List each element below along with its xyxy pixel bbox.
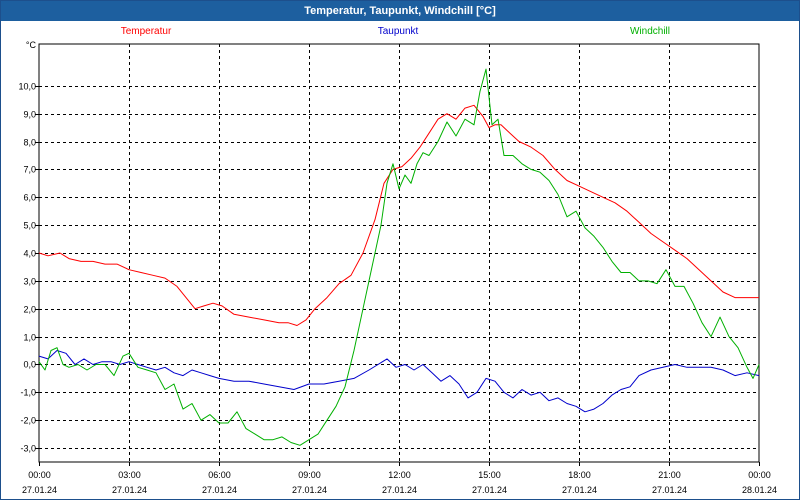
x-tick-date-label: 27.01.24 xyxy=(292,485,327,495)
x-tick-time-label: 15:00 xyxy=(478,470,501,480)
y-axis-unit-label: °C xyxy=(26,40,37,50)
x-tick-date-label: 27.01.24 xyxy=(382,485,417,495)
series-line-dewpoint xyxy=(38,350,760,413)
x-tick-time-label: 00:00 xyxy=(28,470,51,480)
y-tick-label: 7,0 xyxy=(23,165,36,175)
y-tick-label: -3,0 xyxy=(20,444,36,454)
x-tick-time-label: 03:00 xyxy=(118,470,141,480)
x-tick-time-label: 12:00 xyxy=(388,470,411,480)
legend-layer: Temperatur Taupunkt Windchill xyxy=(121,26,670,37)
legend-label-windchill: Windchill xyxy=(630,26,670,37)
x-tick-date-label: 28.01.24 xyxy=(742,485,777,495)
y-tick-label: 6,0 xyxy=(23,193,36,203)
x-tick-date-label: 27.01.24 xyxy=(112,485,147,495)
y-tick-label: 5,0 xyxy=(23,221,36,231)
x-tick-date-label: 27.01.24 xyxy=(472,485,507,495)
y-tick-label: 4,0 xyxy=(23,249,36,259)
series-line-temperature xyxy=(38,104,759,326)
legend-label-temperature: Temperatur xyxy=(121,26,172,37)
x-tick-date-label: 27.01.24 xyxy=(652,485,687,495)
y-tick-label: 1,0 xyxy=(23,333,36,343)
x-tick-time-label: 06:00 xyxy=(208,470,231,480)
x-tick-date-label: 27.01.24 xyxy=(562,485,597,495)
x-tick-time-label: 00:00 xyxy=(748,470,771,480)
y-tick-label: 10,0 xyxy=(18,82,36,92)
series-layer xyxy=(38,68,760,446)
chart-title: Temperatur, Taupunkt, Windchill [°C] xyxy=(1,1,799,21)
y-tick-label: 9,0 xyxy=(23,110,36,120)
x-tick-time-label: 09:00 xyxy=(298,470,321,480)
axis-layer: -3,0 -2,0 -1,0 0,0 1,0 2,0 3,0 4,0 5,0 6,0 7,0 8,0 9… xyxy=(18,40,777,495)
grid-layer xyxy=(39,44,759,462)
y-tick-label: -2,0 xyxy=(20,416,36,426)
y-tick-label: 8,0 xyxy=(23,138,36,148)
y-tick-label: 2,0 xyxy=(23,305,36,315)
series-line-windchill xyxy=(38,68,760,446)
y-tick-label: -1,0 xyxy=(20,388,36,398)
x-tick-time-label: 21:00 xyxy=(658,470,681,480)
x-tick-time-label: 18:00 xyxy=(568,470,591,480)
x-tick-date-label: 27.01.24 xyxy=(22,485,57,495)
y-tick-label: 0,0 xyxy=(23,360,36,370)
x-tick-date-label: 27.01.24 xyxy=(202,485,237,495)
y-tick-label: 3,0 xyxy=(23,277,36,287)
legend-label-dewpoint: Taupunkt xyxy=(378,26,419,37)
